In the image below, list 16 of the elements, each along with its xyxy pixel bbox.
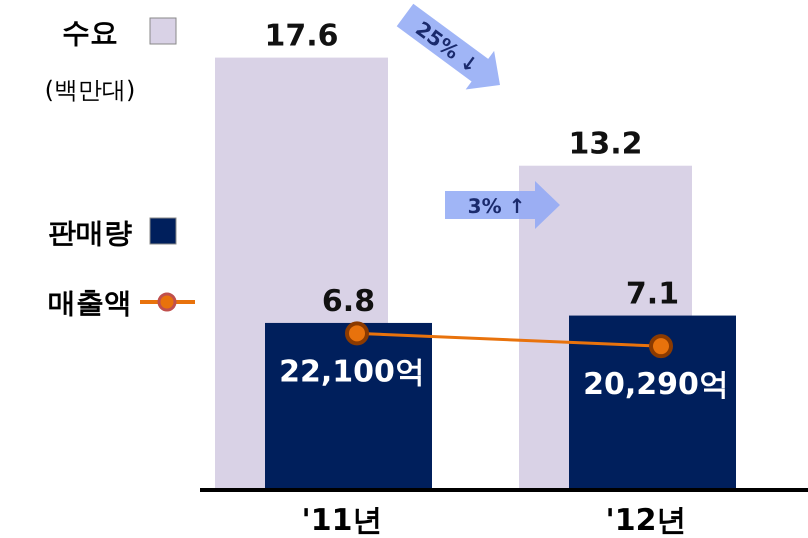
legend-label: 수요 — [62, 16, 118, 49]
x-tick-label: '12년 — [606, 503, 686, 538]
legend-label: 판매량 — [48, 216, 132, 249]
annotation: 3% ↑ — [468, 194, 526, 218]
bar — [569, 316, 736, 490]
picture-arrow: 3% ↑ — [445, 181, 560, 229]
data-label: 22,100억 — [279, 354, 425, 390]
data-label: 13.2 — [568, 126, 643, 162]
bar — [265, 322, 432, 490]
data-label: 7.1 — [626, 276, 680, 312]
x-tick-label: '11년 — [302, 503, 382, 538]
y-axis-title: (백만대) — [44, 76, 136, 104]
data-label: 6.8 — [322, 284, 376, 319]
data-label: 17.6 — [264, 18, 339, 54]
legend-label: 매출액 — [48, 286, 132, 319]
data-label: 20,290억 — [583, 367, 729, 402]
